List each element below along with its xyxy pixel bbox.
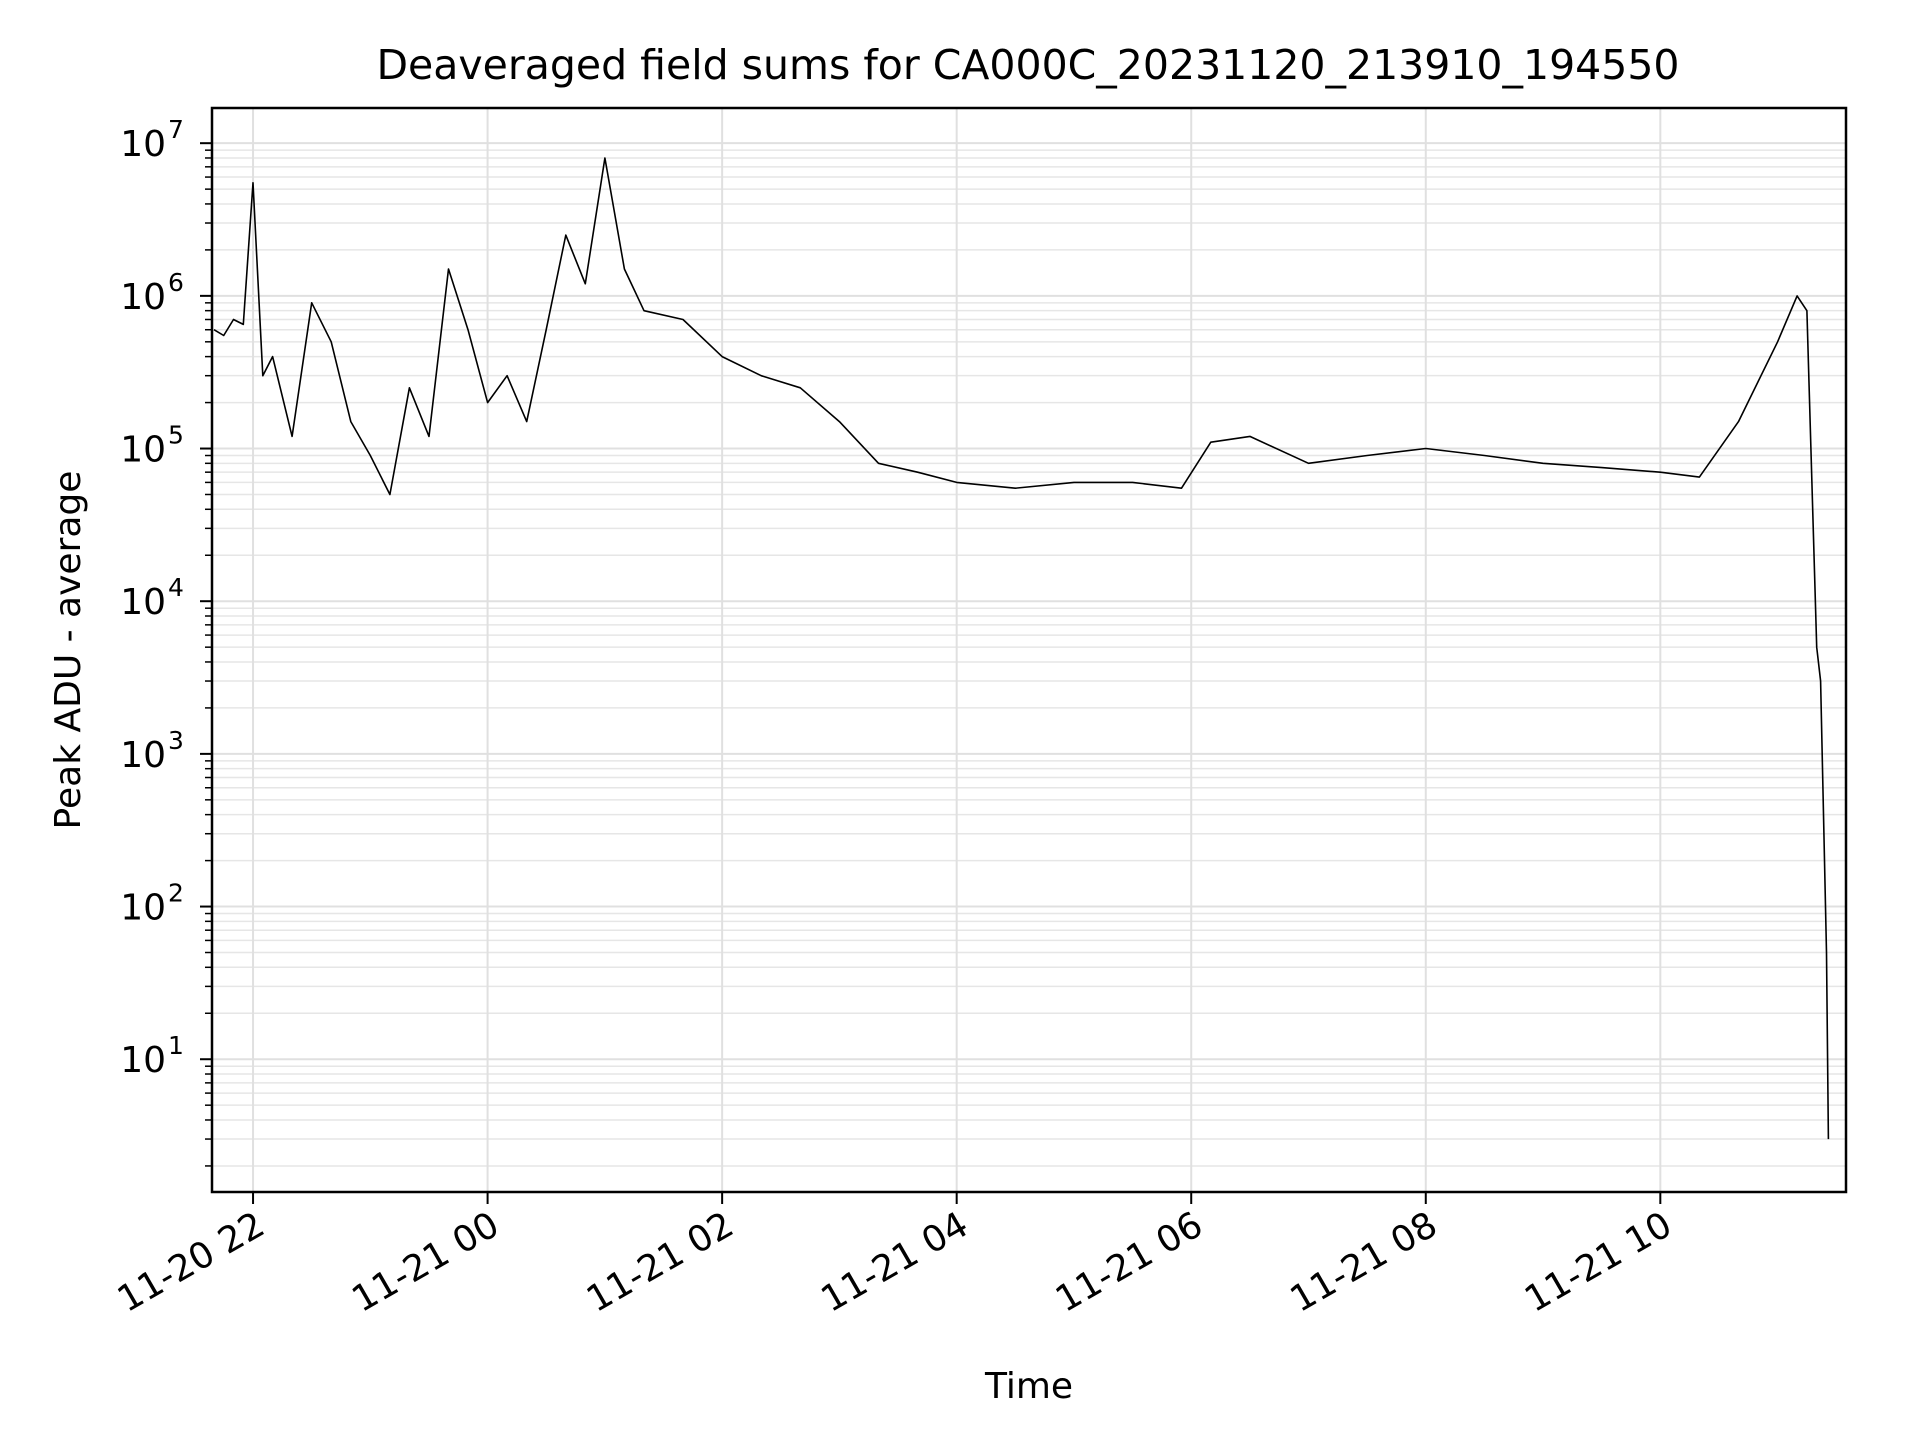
- y-tick-exponent: 6: [168, 268, 184, 297]
- series-layer: [213, 157, 1830, 1140]
- y-tick-label: 10: [120, 735, 166, 776]
- series-line: [213, 157, 1830, 1140]
- chart-title: Deaveraged field sums for CA000C_2023112…: [376, 41, 1679, 89]
- y-tick-label: 10: [120, 1040, 166, 1081]
- y-tick-exponent: 4: [168, 573, 184, 602]
- y-tick-label: 10: [120, 277, 166, 318]
- y-tick-label: 10: [120, 582, 166, 623]
- y-tick-label: 10: [120, 888, 166, 929]
- y-tick-exponent: 2: [168, 879, 184, 908]
- y-tick-exponent: 1: [168, 1031, 184, 1060]
- y-tick-label: 10: [120, 124, 166, 165]
- plot-frame: [210, 106, 1848, 1194]
- y-tick-exponent: 3: [168, 726, 184, 755]
- gridlines: [212, 108, 1846, 1192]
- y-tick-label: 10: [120, 430, 166, 471]
- y-axis-label: Peak ADU - average: [48, 471, 89, 830]
- y-tick-exponent: 5: [168, 421, 184, 450]
- x-axis-label: Time: [984, 1366, 1073, 1407]
- y-tick-exponent: 7: [168, 115, 184, 144]
